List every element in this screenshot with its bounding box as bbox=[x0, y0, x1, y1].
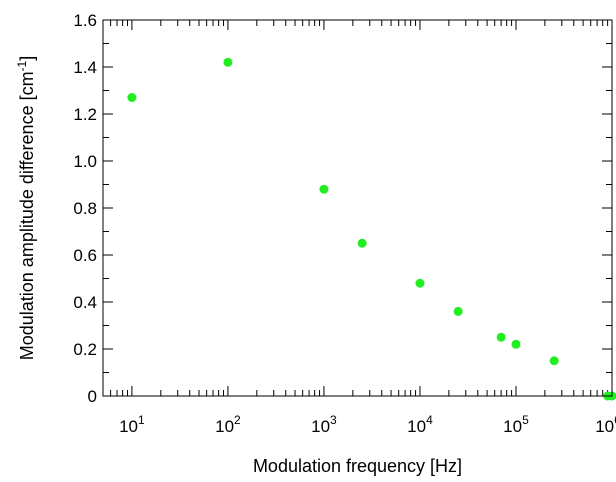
data-point bbox=[357, 238, 367, 248]
data-point bbox=[319, 184, 329, 194]
y-tick-label: 0 bbox=[88, 387, 97, 406]
data-point bbox=[511, 339, 521, 349]
y-tick-label: 1.4 bbox=[73, 58, 97, 77]
y-tick-label: 0.8 bbox=[73, 199, 97, 218]
data-points bbox=[127, 57, 616, 401]
y-tick-label: 1.6 bbox=[73, 11, 97, 30]
y-tick-label: 0.4 bbox=[73, 293, 97, 312]
x-tick-label: 104 bbox=[407, 413, 433, 436]
data-point bbox=[223, 57, 233, 67]
plot-frame bbox=[102, 19, 613, 397]
y-tick-label: 0.6 bbox=[73, 246, 97, 265]
x-tick-label: 103 bbox=[311, 413, 337, 436]
y-axis-title-superscript: -1 bbox=[15, 60, 29, 71]
x-tick-label: 101 bbox=[119, 413, 145, 436]
x-tick-labels: 101 102 103 104 105 106 bbox=[119, 413, 616, 436]
data-point bbox=[453, 306, 463, 316]
x-axis-title: Modulation frequency [Hz] bbox=[253, 456, 462, 476]
data-point bbox=[496, 332, 506, 342]
x-tick-label: 105 bbox=[503, 413, 529, 436]
y-tick-label: 1.2 bbox=[73, 105, 97, 124]
x-tick-label: 102 bbox=[215, 413, 241, 436]
y-tick-label: 1.0 bbox=[73, 152, 97, 171]
y-axis-title: Modulation amplitude difference [cm-1] bbox=[15, 56, 37, 361]
data-point bbox=[415, 278, 425, 288]
data-point bbox=[127, 93, 137, 103]
axis-ticks bbox=[102, 19, 613, 397]
y-tick-label: 0.2 bbox=[73, 340, 97, 359]
y-tick-labels: 0 0.2 0.4 0.6 0.8 1.0 1.2 1.4 1.6 bbox=[73, 11, 97, 406]
y-axis-title-suffix: ] bbox=[17, 56, 37, 61]
data-point bbox=[549, 356, 559, 366]
y-axis-title-main: Modulation amplitude difference [cm bbox=[17, 71, 37, 360]
x-tick-label: 106 bbox=[595, 413, 616, 436]
